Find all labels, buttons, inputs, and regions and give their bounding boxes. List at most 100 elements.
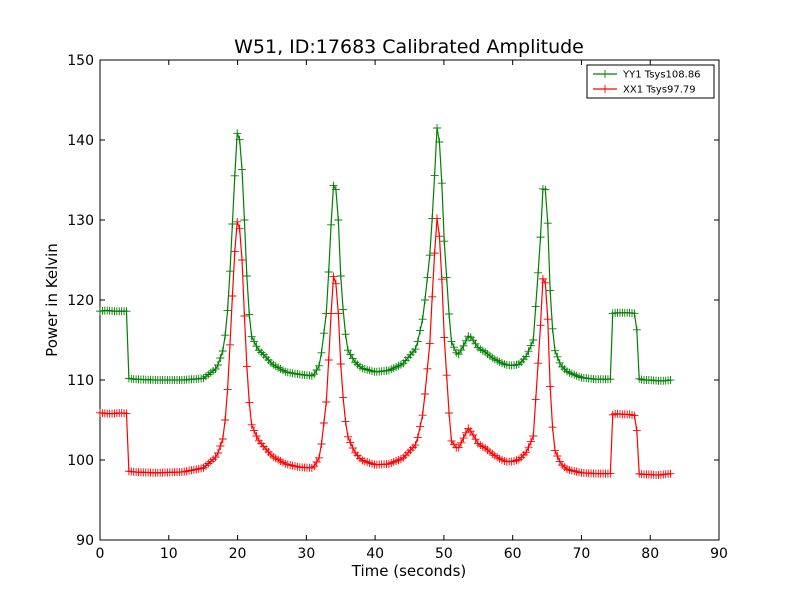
series-point — [216, 442, 225, 450]
series-point — [346, 350, 355, 359]
series-point — [235, 224, 244, 233]
series-point — [433, 214, 442, 223]
series-point — [327, 220, 336, 229]
series-point — [238, 165, 247, 174]
series-point — [245, 398, 254, 407]
x-tick-label: 70 — [573, 546, 591, 562]
series-point — [461, 428, 470, 437]
series-point — [310, 462, 319, 471]
x-tick-label: 0 — [96, 546, 105, 562]
series-point — [522, 352, 531, 361]
series-point — [449, 343, 458, 352]
series-point — [534, 268, 543, 277]
series-point — [233, 217, 242, 226]
series-point — [423, 364, 432, 373]
series-point — [247, 332, 256, 341]
series-point — [343, 346, 352, 355]
plot-area — [96, 59, 720, 541]
series-point — [211, 453, 220, 462]
series-point — [225, 267, 234, 276]
series-point — [420, 296, 429, 304]
series-point — [440, 333, 449, 342]
series-point — [247, 420, 256, 429]
series-point — [413, 433, 422, 442]
legend-marker — [601, 70, 609, 78]
series-point — [228, 292, 237, 300]
series-point — [428, 292, 437, 301]
series-point — [250, 337, 259, 346]
y-tick-label: 90 — [76, 533, 94, 549]
series-point — [550, 346, 559, 355]
series-point — [553, 452, 562, 460]
series-point — [430, 249, 439, 258]
series-point — [433, 124, 442, 132]
series-point — [310, 370, 319, 379]
series-point — [327, 309, 336, 318]
series-point — [418, 315, 427, 324]
series-point — [543, 315, 552, 324]
series-point — [122, 307, 131, 316]
series-point — [524, 443, 533, 452]
series-point — [606, 469, 615, 478]
series-point — [541, 278, 550, 287]
series-point — [454, 443, 463, 452]
series-point — [632, 325, 641, 334]
series-point — [418, 411, 427, 420]
y-tick-label: 110 — [67, 373, 94, 389]
series-point — [230, 247, 239, 256]
series-point — [606, 375, 615, 384]
series-point — [534, 359, 543, 368]
series-point — [445, 409, 454, 417]
series-point — [536, 233, 545, 242]
series-point — [546, 382, 555, 391]
legend-label: XX1 Tsys97.79 — [623, 85, 696, 96]
y-tick-label: 120 — [67, 293, 94, 309]
series-point — [240, 312, 249, 320]
series-point — [543, 219, 552, 228]
series-point — [553, 352, 562, 361]
series-point — [242, 362, 251, 371]
series-point — [548, 423, 557, 432]
x-axis-ticks: 0 10 20 30 40 50 60 70 80 90 — [96, 60, 728, 562]
series-point — [223, 306, 232, 315]
y-tick-label: 140 — [67, 133, 94, 149]
series-point — [546, 286, 555, 295]
series-point — [221, 331, 230, 340]
series-point — [469, 431, 478, 439]
chart-title: W51, ID:17683 Calibrated Amplitude — [234, 36, 584, 58]
x-tick-label: 80 — [641, 546, 659, 562]
series-point — [322, 398, 331, 406]
series-point — [416, 326, 425, 335]
y-tick-label: 130 — [67, 213, 94, 229]
series-point — [548, 324, 557, 333]
series-point — [235, 135, 244, 144]
series-point — [423, 273, 432, 282]
series-point — [245, 310, 254, 319]
legend-items: YY1 Tsys108.86 XX1 Tsys97.79 — [593, 70, 701, 96]
y-tick-label: 150 — [67, 53, 94, 69]
series-point — [531, 395, 540, 404]
series-point — [630, 309, 639, 318]
series-point — [416, 422, 425, 431]
series-point — [630, 411, 639, 420]
x-tick-label: 20 — [229, 546, 247, 562]
series-point — [430, 171, 439, 180]
series-point — [216, 354, 225, 362]
series-point — [122, 409, 131, 418]
series-point — [447, 337, 456, 346]
series-point — [341, 330, 350, 339]
series-point — [459, 434, 468, 443]
series-point — [334, 309, 343, 318]
series-point — [317, 348, 326, 357]
series-point — [454, 350, 463, 359]
legend-box — [586, 64, 715, 99]
series-point — [457, 438, 466, 447]
series-point — [425, 251, 434, 260]
series-layer — [96, 124, 675, 480]
series-point — [526, 341, 535, 350]
series-point — [437, 179, 446, 188]
series-point — [312, 366, 321, 374]
series-point — [411, 345, 420, 354]
series-point — [529, 336, 538, 344]
